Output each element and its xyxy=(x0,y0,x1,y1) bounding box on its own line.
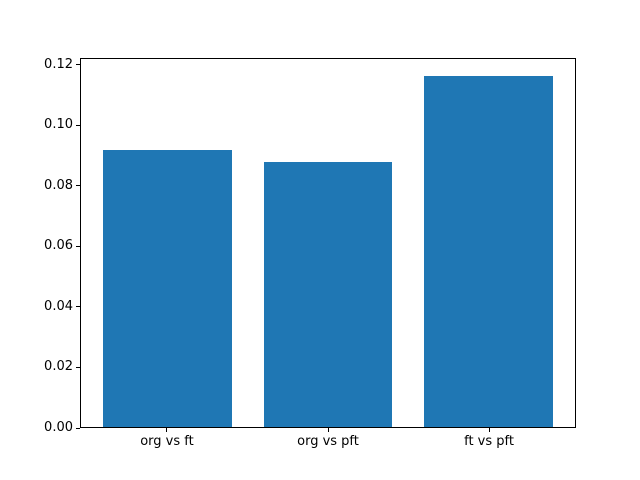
y-tick-label: 0.06 xyxy=(44,238,73,254)
y-tick-mark xyxy=(76,427,80,429)
y-tick-label: 0.08 xyxy=(44,177,73,193)
x-tick-mark xyxy=(488,428,490,432)
y-tick-mark xyxy=(76,306,80,308)
y-tick-label: 0.02 xyxy=(44,359,73,375)
y-tick-label: 0.12 xyxy=(44,56,73,72)
y-tick-mark xyxy=(76,185,80,187)
x-tick-label: org vs pft xyxy=(297,434,359,449)
y-tick-label: 0.00 xyxy=(44,420,73,435)
y-tick-mark xyxy=(76,124,80,126)
bar-org-vs-ft xyxy=(103,150,232,427)
x-tick-label: ft vs pft xyxy=(464,434,514,449)
x-tick-mark xyxy=(166,428,168,432)
y-tick-mark xyxy=(76,64,80,66)
y-tick-mark xyxy=(76,245,80,247)
y-tick-label: 0.10 xyxy=(44,117,73,133)
plot-area xyxy=(80,58,576,428)
x-tick-label: org vs ft xyxy=(140,434,194,449)
x-tick-mark xyxy=(327,428,329,432)
y-tick-label: 0.04 xyxy=(44,298,73,314)
bar-ft-vs-pft xyxy=(424,76,553,427)
y-tick-mark xyxy=(76,366,80,368)
bar-org-vs-pft xyxy=(263,162,393,427)
